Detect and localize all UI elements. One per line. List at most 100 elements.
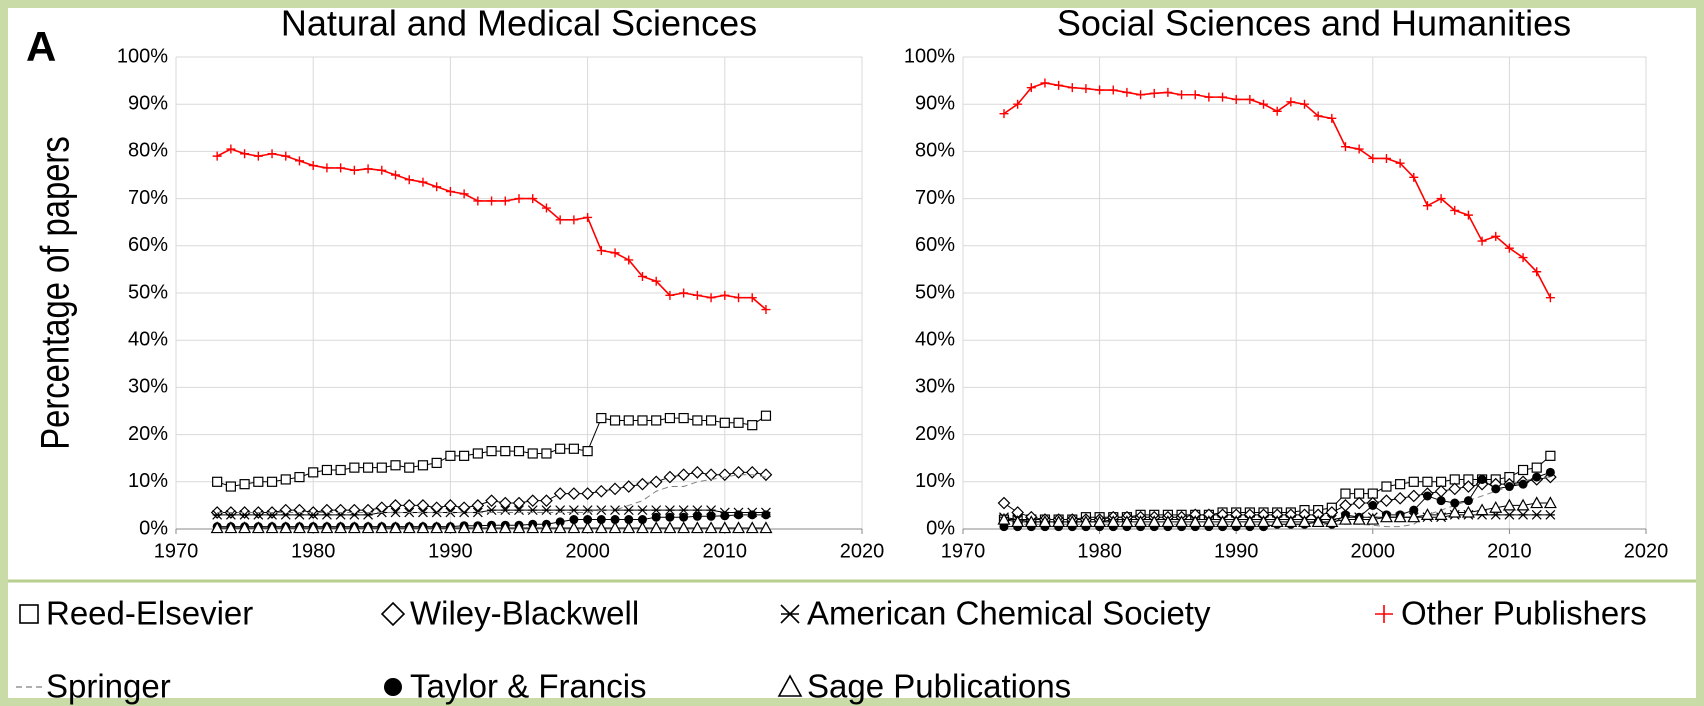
x-tick-label: 1990 xyxy=(1214,540,1259,562)
legend-marker xyxy=(1375,605,1393,623)
marker xyxy=(417,460,429,471)
marker xyxy=(1518,253,1528,263)
y-tick-label: 100% xyxy=(904,45,955,67)
marker xyxy=(594,484,608,498)
legend-item: Reed-Elsevier xyxy=(19,595,253,632)
marker xyxy=(1038,515,1052,528)
marker xyxy=(363,164,373,174)
legend-item: Sage Publications xyxy=(777,668,1071,705)
marker xyxy=(1202,515,1216,528)
marker xyxy=(664,412,676,424)
marker xyxy=(1340,488,1351,499)
marker xyxy=(1338,512,1352,525)
marker xyxy=(706,511,716,521)
y-tick-label: 0% xyxy=(139,517,168,539)
marker xyxy=(1395,158,1405,168)
x-tick-label: 2010 xyxy=(703,540,748,562)
marker xyxy=(705,415,717,426)
marker xyxy=(294,509,305,520)
marker xyxy=(997,512,1011,525)
marker xyxy=(225,481,236,492)
marker xyxy=(1475,503,1489,516)
marker xyxy=(635,521,649,534)
marker xyxy=(1067,83,1077,93)
marker xyxy=(526,521,540,534)
marker xyxy=(514,505,524,516)
y-tick-label: 20% xyxy=(128,423,168,445)
marker xyxy=(432,182,442,192)
marker xyxy=(389,521,403,534)
marker xyxy=(1517,464,1529,476)
marker xyxy=(1257,515,1271,528)
marker xyxy=(1368,500,1378,510)
marker xyxy=(583,515,593,525)
x-tick-label: 1970 xyxy=(154,540,199,562)
marker xyxy=(308,467,319,478)
marker xyxy=(1013,99,1023,109)
marker xyxy=(1352,496,1366,510)
marker xyxy=(1450,498,1460,508)
marker xyxy=(1327,113,1337,123)
marker xyxy=(1229,515,1243,528)
marker xyxy=(336,163,346,173)
marker xyxy=(212,509,223,520)
marker xyxy=(1422,201,1432,211)
marker xyxy=(734,293,744,303)
marker xyxy=(583,212,593,222)
marker xyxy=(430,521,444,534)
y-tick-label: 30% xyxy=(128,376,168,398)
marker xyxy=(281,151,291,161)
marker xyxy=(1518,509,1528,520)
marker xyxy=(663,521,677,534)
marker xyxy=(253,151,263,161)
marker xyxy=(280,474,291,485)
marker xyxy=(431,457,442,469)
marker xyxy=(1381,481,1392,492)
y-tick-label: 30% xyxy=(915,376,955,398)
legend-label: Springer xyxy=(46,668,171,705)
marker xyxy=(267,509,277,520)
marker xyxy=(292,521,306,534)
marker xyxy=(691,466,704,479)
panel-label: A xyxy=(26,23,56,70)
x-tick-label: 1980 xyxy=(1077,540,1122,562)
panel-background xyxy=(8,8,1696,698)
chart-title: Social Sciences and Humanities xyxy=(1057,3,1571,44)
marker xyxy=(1462,480,1475,493)
legend-item: American Chemical Society xyxy=(780,595,1211,632)
marker xyxy=(539,521,553,534)
marker xyxy=(1065,515,1079,528)
marker xyxy=(747,293,757,303)
marker xyxy=(1354,144,1364,154)
marker xyxy=(1532,472,1542,482)
marker xyxy=(239,479,250,490)
marker xyxy=(528,194,538,204)
marker xyxy=(594,521,608,534)
marker xyxy=(1461,505,1475,518)
marker xyxy=(692,415,703,426)
marker xyxy=(581,487,594,500)
marker xyxy=(747,510,757,520)
marker xyxy=(568,505,579,516)
marker xyxy=(1463,210,1473,220)
marker xyxy=(1407,489,1421,503)
marker xyxy=(266,476,278,487)
y-tick-label: 10% xyxy=(128,470,168,492)
x-tick-label: 1970 xyxy=(941,540,986,562)
marker xyxy=(679,512,689,522)
marker xyxy=(622,521,636,534)
marker xyxy=(1450,205,1460,215)
marker xyxy=(704,468,718,482)
series-line xyxy=(217,474,767,513)
marker xyxy=(362,462,374,473)
marker xyxy=(444,499,457,512)
legend-label: Sage Publications xyxy=(807,668,1071,705)
y-tick-label: 0% xyxy=(926,517,955,539)
y-tick-label: 20% xyxy=(915,423,955,445)
marker xyxy=(212,476,223,487)
marker xyxy=(308,161,318,171)
marker xyxy=(1463,496,1473,506)
x-tick-label: 2020 xyxy=(840,540,885,562)
marker xyxy=(1448,482,1462,496)
marker xyxy=(279,521,293,534)
